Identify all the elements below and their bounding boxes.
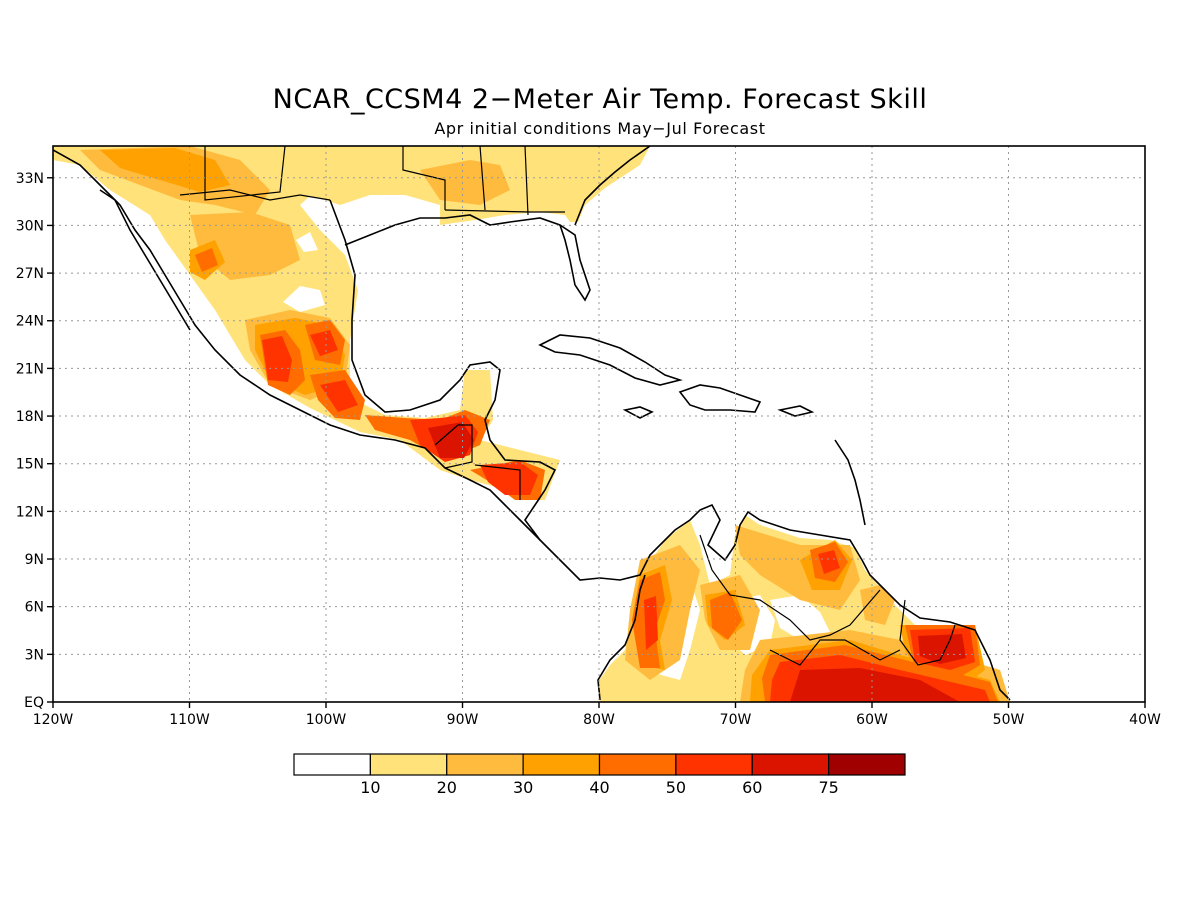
lat-tick-label: 6N (25, 600, 44, 616)
lon-tick-label: 80W (583, 712, 615, 728)
lat-tick-label: 12N (16, 504, 44, 520)
lon-tick-label: 40W (1129, 712, 1161, 728)
colorbar-label: 40 (589, 778, 609, 797)
colorbar-swatch (751, 753, 830, 776)
lon-tick-label: 100W (306, 712, 347, 728)
lat-tick-label: 15N (16, 457, 44, 473)
lon-tick-label: 50W (993, 712, 1025, 728)
colorbar-label: 20 (437, 778, 457, 797)
colorbar-swatch (598, 753, 677, 776)
lat-tick-label: 9N (25, 552, 44, 568)
lat-tick-label: 27N (16, 266, 44, 282)
lat-tick-label: 3N (25, 647, 44, 663)
colorbar-swatch (293, 753, 371, 776)
colorbar-label: 60 (742, 778, 762, 797)
colorbar-label: 30 (513, 778, 533, 797)
grid-lines (53, 146, 1145, 702)
map-subtitle: Apr initial conditions May−Jul Forecast (434, 119, 766, 138)
colorbar-swatch (828, 753, 906, 776)
colorbar-swatch (675, 753, 753, 776)
lat-tick-label: 21N (16, 361, 44, 377)
lat-tick-label: EQ (24, 695, 44, 711)
colorbar-swatch (446, 753, 524, 776)
colorbar-label: 75 (818, 778, 838, 797)
colorbar-swatch (522, 753, 601, 776)
lat-tick-label: 24N (16, 314, 44, 330)
axis-ticks: 120W 110W 100W 90W 80W 70W 60W 50W 40W EQ 3N 6N 9N 12… (16, 171, 1161, 728)
map-frame (52, 145, 1146, 703)
lon-tick-label: 120W (33, 712, 74, 728)
colorbar-label: 10 (360, 778, 380, 797)
lon-tick-label: 70W (720, 712, 752, 728)
lat-tick-label: 30N (16, 218, 44, 234)
lon-tick-label: 60W (856, 712, 888, 728)
colorbar-label: 50 (666, 778, 686, 797)
lon-tick-label: 110W (169, 712, 210, 728)
map-title: NCAR_CCSM4 2−Meter Air Temp. Forecast Sk… (272, 84, 928, 115)
coastlines (53, 146, 1011, 701)
skill-level-20-30 (80, 146, 1010, 702)
political-borders (179, 146, 956, 666)
lon-tick-label: 90W (447, 712, 479, 728)
skill-level-60-75 (428, 422, 966, 702)
colorbar: 10 20 30 40 50 60 75 (293, 753, 906, 797)
lat-tick-label: 18N (16, 409, 44, 425)
lat-tick-label: 33N (16, 171, 44, 187)
colorbar-swatch (369, 753, 448, 776)
